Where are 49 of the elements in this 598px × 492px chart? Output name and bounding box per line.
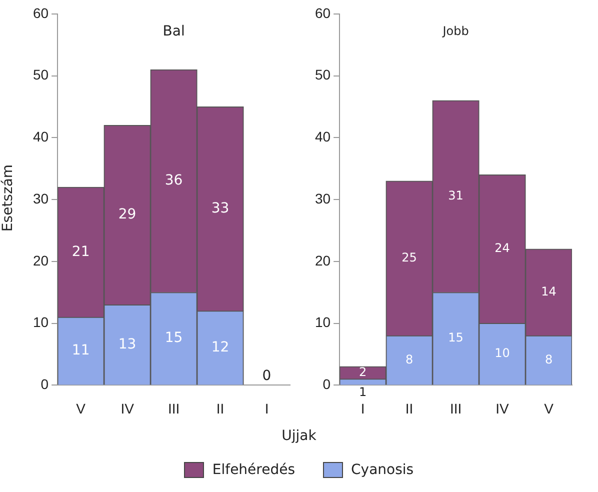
legend-label: Cyanosis [351,462,414,478]
y-tick-label: 30 [314,190,331,206]
text: Jobb [442,24,469,38]
y-tick-label: 50 [314,66,331,83]
data-label: 8 [544,352,553,366]
x-tick-label: II [405,400,414,416]
y-tick-label: 30 [32,190,49,206]
data-label: 31 [448,188,464,203]
y-axis-title: Esetszám [0,163,16,234]
x-tick-label: III [168,400,180,416]
data-label: 15 [448,330,464,345]
y-tick-label: 10 [314,314,331,330]
y-tick-label: 20 [314,252,331,268]
data-label: 21 [72,244,90,260]
data-label: 33 [211,200,230,217]
data-label: 25 [402,250,417,264]
data-label: 14 [541,284,556,299]
y-tick-label: 40 [32,128,49,145]
data-label: 36 [164,172,183,189]
y-tick-label: 40 [314,128,331,145]
data-label: 12 [211,339,230,356]
x-tick-label: IV [496,400,510,416]
data-label: 13 [118,336,136,352]
x-tick-label: IV [120,400,135,416]
data-label: 24 [494,241,510,256]
x-tick-label: V [544,400,554,416]
x-tick-label: I [360,400,365,416]
data-label: 10 [494,346,510,360]
y-tick-label: 0 [40,376,49,392]
y-tick-label: 50 [32,66,49,83]
y-tick-label: 60 [314,4,331,21]
data-label: 29 [118,206,136,223]
text: Bal [162,24,185,40]
data-label: 11 [72,342,90,359]
x-tick-label: II [216,400,224,416]
y-tick-label: 60 [32,4,49,21]
data-label: 2 [358,364,367,379]
legend-label: Elfehéredés [212,462,296,478]
x-axis-title: Ujjak [280,428,318,444]
data-label: 0 [262,368,272,384]
y-tick-label: 10 [32,314,49,330]
y-tick-label: 0 [322,376,331,392]
x-tick-label: V [76,400,86,416]
x-tick-label: I [264,400,269,416]
y-tick-label: 20 [32,252,49,268]
x-tick-label: III [450,400,462,416]
data-label: 15 [164,330,183,346]
data-label: 8 [405,352,414,366]
data-label: 1 [358,384,367,399]
